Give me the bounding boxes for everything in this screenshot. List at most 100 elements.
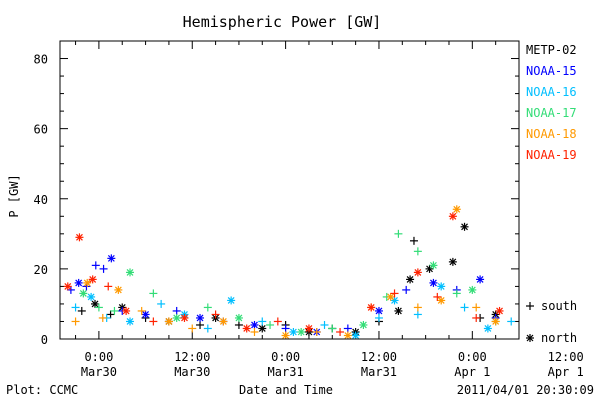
north-point bbox=[406, 275, 415, 284]
north-point bbox=[126, 317, 135, 326]
north-point bbox=[448, 212, 457, 221]
south-point bbox=[266, 320, 275, 329]
y-axis-label: P [GW] bbox=[7, 174, 21, 217]
north-point bbox=[483, 324, 492, 333]
north-point bbox=[91, 299, 100, 308]
south-point bbox=[273, 317, 282, 326]
south-point bbox=[258, 317, 267, 326]
north-point bbox=[242, 324, 251, 333]
north-point bbox=[374, 306, 383, 315]
y-tick-label: 20 bbox=[34, 263, 48, 277]
y-tick-label: 0 bbox=[41, 333, 48, 347]
north-point bbox=[107, 254, 116, 263]
south-point bbox=[157, 299, 166, 308]
x-tick-label-time: 12:00 bbox=[174, 350, 210, 364]
north-point bbox=[437, 296, 446, 305]
south-point bbox=[413, 303, 422, 312]
north-point bbox=[75, 233, 84, 242]
south-marker-key bbox=[526, 302, 534, 310]
x-tick-label-date: Mar30 bbox=[81, 365, 117, 379]
north-point bbox=[234, 313, 243, 322]
south-point bbox=[402, 285, 411, 294]
x-tick-label-time: 12:00 bbox=[548, 350, 584, 364]
south-point bbox=[390, 289, 399, 298]
north-point bbox=[79, 289, 88, 298]
north-point bbox=[437, 282, 446, 291]
x-tick-label-time: 0:00 bbox=[271, 350, 300, 364]
south-point bbox=[98, 313, 107, 322]
y-tick-label: 60 bbox=[34, 123, 48, 137]
legend: METP-02 NOAA-15 NOAA-16 NOAA-17 NOAA-18 NOAA-… bbox=[526, 43, 577, 345]
south-point bbox=[336, 327, 345, 336]
south-point bbox=[71, 303, 80, 312]
north-point bbox=[367, 303, 376, 312]
south-point bbox=[250, 327, 259, 336]
north-point bbox=[172, 313, 181, 322]
x-tick-label-date: Mar30 bbox=[174, 365, 210, 379]
north-point bbox=[495, 306, 504, 315]
legend-entry: NOAA-19 bbox=[526, 148, 577, 162]
north-point bbox=[258, 324, 267, 333]
south-point bbox=[312, 327, 321, 336]
marker-legend-label: north bbox=[541, 331, 577, 345]
x-tick-label-date: Mar31 bbox=[268, 365, 304, 379]
north-point bbox=[460, 222, 469, 231]
plot-frame bbox=[59, 40, 520, 340]
marker-legend-label: south bbox=[541, 299, 577, 313]
north-point bbox=[87, 292, 96, 301]
north-point bbox=[413, 268, 422, 277]
north-point bbox=[63, 282, 72, 291]
north-point bbox=[83, 278, 92, 287]
south-point bbox=[110, 306, 119, 315]
south-point bbox=[409, 236, 418, 245]
south-point bbox=[460, 303, 469, 312]
legend-entry: NOAA-16 bbox=[526, 85, 577, 99]
south-point bbox=[452, 289, 461, 298]
y-tick-label: 80 bbox=[34, 53, 48, 67]
south-point bbox=[234, 320, 243, 329]
plot-credit: Plot: CCMC bbox=[6, 383, 78, 397]
north-point bbox=[74, 278, 83, 287]
north-point bbox=[386, 292, 395, 301]
south-point bbox=[343, 324, 352, 333]
north-point bbox=[429, 261, 438, 270]
x-tick-label-time: 12:00 bbox=[361, 350, 397, 364]
north-point bbox=[394, 306, 403, 315]
north-point bbox=[196, 313, 205, 322]
south-point bbox=[71, 317, 80, 326]
south-point bbox=[77, 306, 86, 315]
south-point bbox=[211, 310, 220, 319]
north-point bbox=[343, 331, 352, 340]
south-point bbox=[281, 324, 290, 333]
legend-entry: METP-02 bbox=[526, 43, 577, 57]
x-tick-label-time: 0:00 bbox=[84, 350, 113, 364]
legend-entry: NOAA-17 bbox=[526, 106, 577, 120]
north-point bbox=[476, 275, 485, 284]
north-point bbox=[126, 268, 135, 277]
north-point bbox=[180, 313, 189, 322]
north-point bbox=[452, 205, 461, 214]
south-point bbox=[91, 261, 100, 270]
x-tick-label-date: Mar31 bbox=[361, 365, 397, 379]
south-point bbox=[172, 306, 181, 315]
south-point bbox=[99, 264, 108, 273]
north-marker-key bbox=[526, 334, 534, 342]
north-point bbox=[491, 317, 500, 326]
south-point bbox=[472, 313, 481, 322]
legend-entry: NOAA-15 bbox=[526, 64, 577, 78]
y-tick-label: 40 bbox=[34, 193, 48, 207]
south-point bbox=[328, 324, 337, 333]
x-axis-label: Date and Time bbox=[239, 383, 333, 397]
north-point bbox=[359, 320, 368, 329]
south-point bbox=[374, 313, 383, 322]
south-point bbox=[203, 324, 212, 333]
north-point bbox=[297, 327, 306, 336]
legend-entry: NOAA-18 bbox=[526, 127, 577, 141]
south-point bbox=[433, 292, 442, 301]
south-point bbox=[104, 282, 113, 291]
x-tick-label-date: Apr 1 bbox=[454, 365, 490, 379]
south-point bbox=[413, 247, 422, 256]
north-point bbox=[429, 278, 438, 287]
axis-ticks: 0204060800:00Mar3012:00Mar300:00Mar3112:… bbox=[34, 40, 584, 379]
south-point bbox=[149, 317, 158, 326]
